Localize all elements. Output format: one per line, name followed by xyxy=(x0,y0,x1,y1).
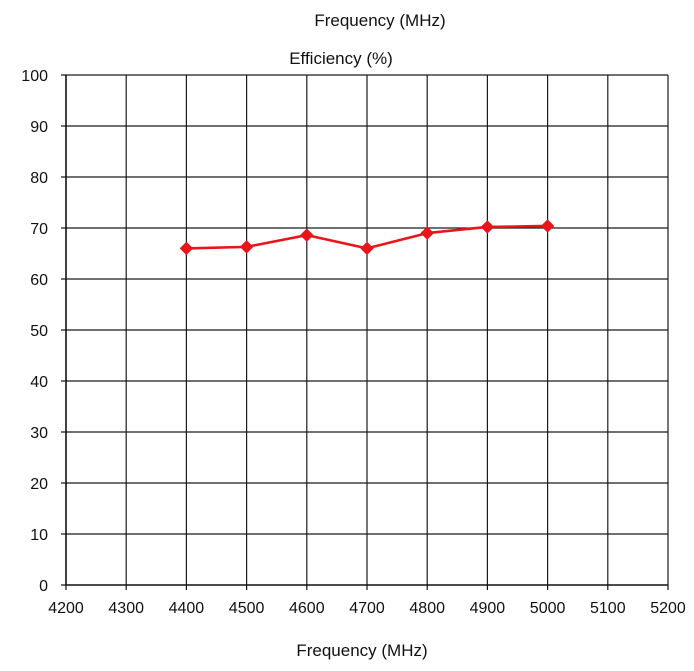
y-tick-label: 80 xyxy=(30,170,48,187)
x-tick-label: 4300 xyxy=(108,600,144,617)
x-tick-label: 4200 xyxy=(48,600,84,617)
x-tick-label: 4900 xyxy=(470,600,506,617)
y-tick-label: 20 xyxy=(30,476,48,493)
labels: Frequency (MHz) Efficiency (%) Frequency… xyxy=(21,11,686,660)
x-tick-label: 4800 xyxy=(409,600,445,617)
x-tick-label: 4700 xyxy=(349,600,385,617)
data-point-marker xyxy=(540,219,555,233)
grid xyxy=(66,74,669,585)
x-tick-label: 5100 xyxy=(590,600,626,617)
data-point-marker xyxy=(480,220,495,234)
chart-title: Frequency (MHz) xyxy=(314,11,445,30)
y-tick-label: 0 xyxy=(39,578,48,595)
y-tick-label: 30 xyxy=(30,425,48,442)
x-tick-label: 5200 xyxy=(650,600,686,617)
x-tick-label: 4400 xyxy=(169,600,205,617)
data-point-marker xyxy=(179,241,194,256)
y-tick-label: 40 xyxy=(30,374,48,391)
x-tick-label: 4600 xyxy=(289,600,325,617)
x-tick-label: 5000 xyxy=(530,600,566,617)
y-tick-label: 50 xyxy=(30,323,48,340)
series-layer xyxy=(179,219,555,256)
y-tick-label: 10 xyxy=(30,527,48,544)
data-point-marker xyxy=(300,228,314,242)
data-point-marker xyxy=(239,240,254,254)
chart-subtitle: Efficiency (%) xyxy=(289,49,393,68)
y-tick-label: 90 xyxy=(30,119,48,136)
y-tick-label: 60 xyxy=(30,272,48,289)
y-tick-label: 70 xyxy=(30,221,48,238)
data-point-marker xyxy=(420,226,434,240)
y-tick-label: 100 xyxy=(21,68,48,85)
data-point-marker xyxy=(360,241,374,256)
x-axis-title: Frequency (MHz) xyxy=(296,641,427,660)
x-tick-label: 4500 xyxy=(229,600,265,617)
axes xyxy=(61,74,669,590)
